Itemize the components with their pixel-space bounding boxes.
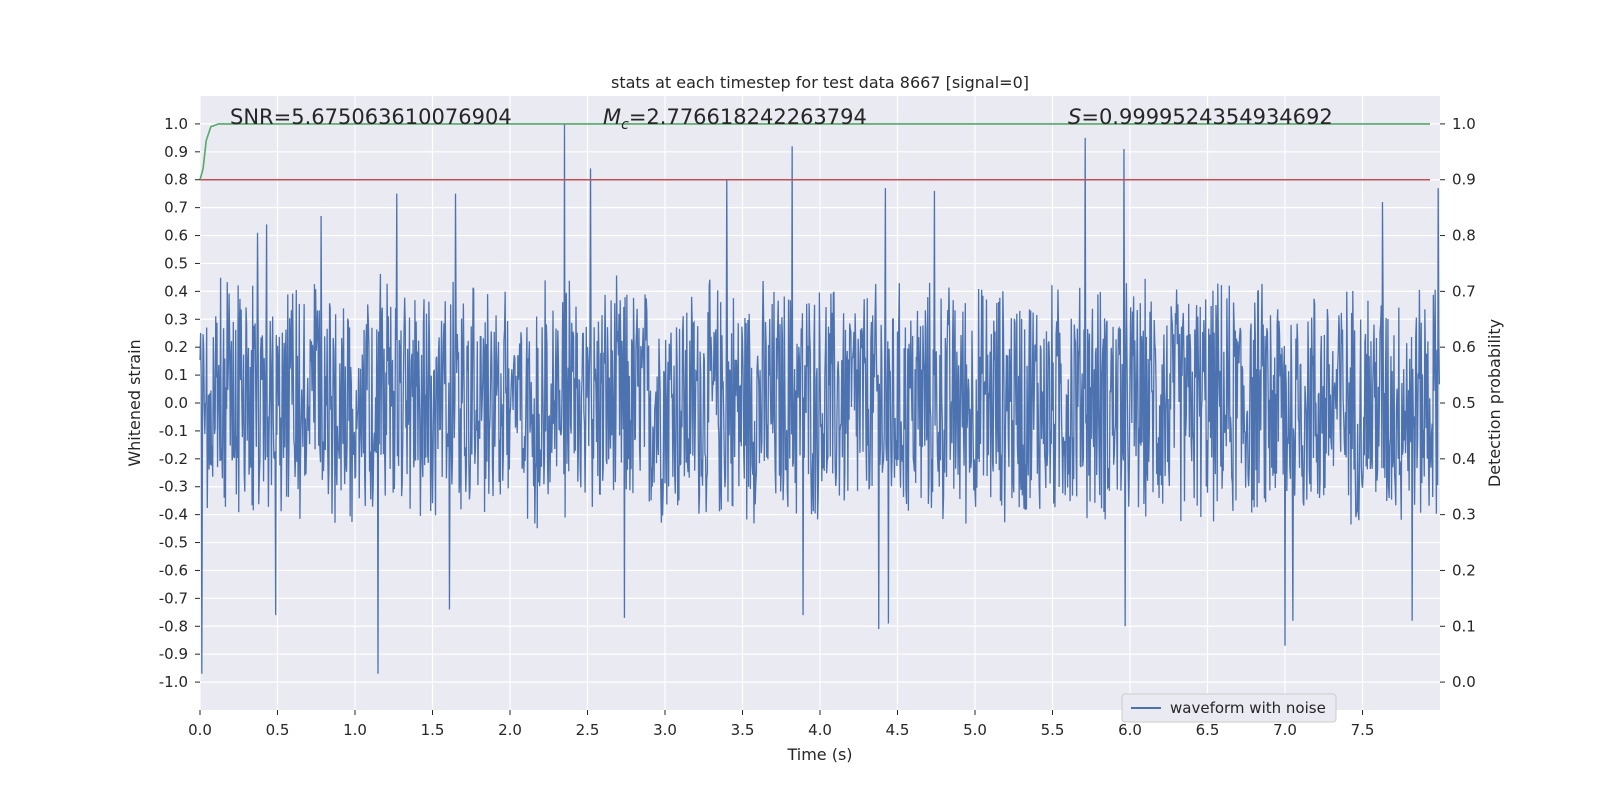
y2-tick-label: 0.4 xyxy=(1452,450,1476,468)
y-tick-label: 0.3 xyxy=(164,310,188,328)
snr-annotation: SNR=5.675063610076904 xyxy=(230,105,512,129)
series-waveform-with-noise xyxy=(199,123,1441,674)
x-tick-label: 2.5 xyxy=(576,721,600,739)
y-tick-label: -0.1 xyxy=(159,422,188,440)
y-tick-label: -0.8 xyxy=(159,617,188,635)
y-tick-label: 0.4 xyxy=(164,282,188,300)
x-tick-label: 3.5 xyxy=(731,721,755,739)
x-tick-label: 3.0 xyxy=(653,721,677,739)
y2-tick-label: 0.1 xyxy=(1452,617,1476,635)
mc-value: =2.776618242263794 xyxy=(629,105,867,129)
y2-tick-label: 0.2 xyxy=(1452,561,1476,579)
y-tick-label: -0.5 xyxy=(159,534,188,552)
x-tick-label: 4.0 xyxy=(808,721,832,739)
y-tick-label: 0.2 xyxy=(164,338,188,356)
y-tick-label: 1.0 xyxy=(164,115,188,133)
x-tick-label: 6.5 xyxy=(1196,721,1220,739)
y-axis-label: Whitened strain xyxy=(125,339,144,466)
x-tick-label: 6.0 xyxy=(1118,721,1142,739)
x-tick-label: 5.5 xyxy=(1041,721,1065,739)
y-tick-label: 0.0 xyxy=(164,394,188,412)
legend-entry-waveform: waveform with noise xyxy=(1170,699,1326,717)
y-tick-label: 0.7 xyxy=(164,199,188,217)
series-layer xyxy=(199,123,1441,674)
chart-title: stats at each timestep for test data 866… xyxy=(611,73,1029,92)
y-tick-label: -0.9 xyxy=(159,645,188,663)
x-tick-label: 4.5 xyxy=(886,721,910,739)
s-annotation: S=0.9999524354934692 xyxy=(1068,105,1333,129)
legend: waveform with noise xyxy=(1121,693,1337,723)
y2-tick-label: 1.0 xyxy=(1452,115,1476,133)
y2-axis-label: Detection probability xyxy=(1485,319,1504,487)
y-tick-label: -0.7 xyxy=(159,589,188,607)
x-tick-label: 1.5 xyxy=(421,721,445,739)
y2-tick-label: 0.6 xyxy=(1452,338,1476,356)
y-tick-label: -0.4 xyxy=(159,506,188,524)
mc-subscript: c xyxy=(621,117,629,133)
y-tick-label: -0.3 xyxy=(159,478,188,496)
x-tick-label: 1.0 xyxy=(343,721,367,739)
y2-tick-label: 0.5 xyxy=(1452,394,1476,412)
y-tick-label: 0.5 xyxy=(164,254,188,272)
x-tick-label: 5.0 xyxy=(963,721,987,739)
x-tick-label: 7.5 xyxy=(1351,721,1375,739)
x-axis-label: Time (s) xyxy=(786,745,852,764)
y2-tick-label: 0.0 xyxy=(1452,673,1476,691)
y2-tick-label: 0.7 xyxy=(1452,282,1476,300)
mc-annotation: Mc=2.776618242263794 xyxy=(603,105,867,133)
x-tick-label: 0.0 xyxy=(188,721,212,739)
s-symbol: S xyxy=(1068,105,1081,129)
y-tick-label: 0.8 xyxy=(164,171,188,189)
x-tick-label: 7.0 xyxy=(1273,721,1297,739)
s-value: =0.9999524354934692 xyxy=(1081,105,1332,129)
y-tick-label: 0.1 xyxy=(164,366,188,384)
y-tick-label: -0.2 xyxy=(159,450,188,468)
y-tick-label: -1.0 xyxy=(159,673,188,691)
y-tick-label: 0.6 xyxy=(164,227,188,245)
x-tick-label: 0.5 xyxy=(266,721,290,739)
y2-tick-label: 0.9 xyxy=(1452,171,1476,189)
legend-box xyxy=(1121,693,1337,723)
x-tick-label: 2.0 xyxy=(498,721,522,739)
series-detection-probability xyxy=(199,123,1430,180)
y-tick-label: -0.6 xyxy=(159,561,188,579)
y-tick-label: 0.9 xyxy=(164,143,188,161)
ticks: 0.0 0.5 1.0 1.5 2.0 2.5 3.0 3.5 4.0 4.5 5.0 5.5 6.0 6… xyxy=(159,115,1476,739)
mc-symbol: M xyxy=(603,105,621,129)
y2-tick-label: 0.8 xyxy=(1452,227,1476,245)
y2-tick-label: 0.3 xyxy=(1452,506,1476,524)
